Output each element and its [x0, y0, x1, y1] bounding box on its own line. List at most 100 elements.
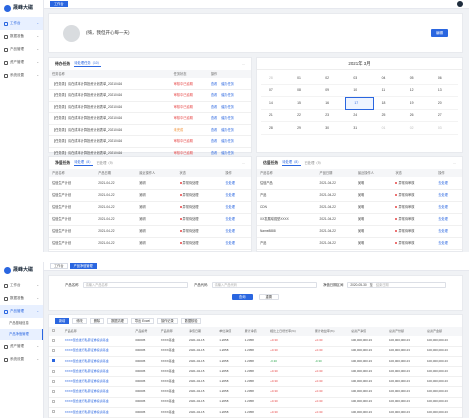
calendar-day[interactable]: 18 [373, 97, 402, 110]
view-link[interactable]: 查看 [210, 150, 218, 155]
remind-link[interactable]: 催办任务 [221, 127, 234, 132]
row-checkbox[interactable] [52, 400, 55, 404]
remind-link[interactable]: 催办任务 [221, 150, 234, 155]
sidebar-item[interactable]: 工作台 ⌄ [0, 279, 43, 292]
calendar-day[interactable]: 19 [401, 97, 430, 110]
process-link[interactable]: 去处理 [435, 189, 462, 202]
calendar-day[interactable]: 01 [373, 122, 402, 135]
calendar-day[interactable]: 25 [373, 110, 402, 122]
sidebar-item[interactable]: 数据准备 ⌄ [0, 292, 43, 305]
toolbar-button[interactable]: 数据清理 [107, 318, 128, 324]
sidebar-item[interactable]: 系统设置 ⌄ [0, 353, 43, 366]
search-button[interactable]: 查询 [231, 294, 253, 300]
row-checkbox[interactable] [52, 390, 55, 393]
date-range-input[interactable]: 2020-05-30 至 结束日期 [347, 282, 446, 288]
view-link[interactable]: 查看 [210, 127, 218, 132]
product-name-link[interactable]: XXXX混合发行私募证券投资基金 [61, 366, 133, 378]
calendar-day[interactable]: 30 [317, 122, 346, 135]
calendar-day[interactable]: 28 [261, 72, 290, 85]
remind-link[interactable]: 催办任务 [221, 104, 234, 109]
calendar-day[interactable]: 05 [401, 72, 430, 85]
toolbar-button[interactable]: 新增 [55, 318, 70, 324]
view-link[interactable]: 查看 [210, 116, 218, 121]
calendar-day[interactable]: 10 [345, 85, 374, 97]
row-checkbox[interactable] [52, 349, 55, 353]
nav-task-tab-done[interactable]: 已处理（9） [96, 160, 115, 165]
sidebar-item[interactable]: 工作台 ⌄ [0, 17, 43, 30]
process-link[interactable]: 去处理 [435, 177, 462, 190]
todo-tab[interactable]: 待处理任务（10） [74, 61, 101, 67]
edit-button[interactable]: 编辑 [431, 29, 448, 37]
sidebar-item[interactable]: 产品管理 ⌄ [0, 305, 43, 318]
calendar-day[interactable]: 15 [289, 97, 318, 110]
view-link[interactable]: 查看 [210, 139, 218, 144]
calendar-day[interactable]: 13 [429, 85, 458, 97]
process-link[interactable]: 去处理 [435, 213, 462, 226]
calendar-day[interactable]: 23 [317, 110, 346, 122]
calendar-day[interactable]: 27 [429, 110, 458, 122]
calendar-day[interactable]: 09 [317, 85, 346, 97]
calendar-day[interactable]: 12 [401, 85, 430, 97]
sidebar-item[interactable]: 资产管理 ⌄ [0, 340, 43, 353]
sidebar-item[interactable]: 产品管理 ⌄ [0, 43, 43, 56]
process-link[interactable]: 去处理 [435, 225, 462, 238]
product-name-link[interactable]: XXXX混合发行私募证券投资基金 [61, 407, 133, 418]
remind-link[interactable]: 催办任务 [221, 116, 234, 121]
toolbar-button[interactable]: 数据核验 [180, 318, 202, 324]
process-link[interactable]: 去处理 [222, 237, 251, 250]
sidebar-item[interactable]: 系统设置 ⌄ [0, 69, 43, 82]
calendar-day[interactable]: 29 [289, 122, 318, 135]
product-name-link[interactable]: XXXX混合发行私募证券投资基金 [61, 386, 133, 398]
process-link[interactable]: 去处理 [222, 177, 251, 190]
reset-button[interactable]: 重置 [258, 294, 280, 300]
calendar-day[interactable]: 16 [317, 97, 346, 110]
view-link[interactable]: 查看 [210, 81, 218, 86]
sidebar-item[interactable]: 资产管理 ⌄ [0, 56, 43, 69]
calendar-day[interactable]: 03 [345, 72, 374, 85]
product-name-input[interactable]: 请输入产品名称 [82, 282, 188, 288]
process-link[interactable]: 去处理 [222, 189, 251, 202]
valuation-task-tab-done[interactable]: 已处理（9） [304, 160, 323, 165]
row-checkbox[interactable] [52, 338, 55, 342]
more-icon[interactable]: ... [453, 160, 456, 165]
process-link[interactable]: 去处理 [222, 201, 251, 214]
product-name-link[interactable]: XXXX混合发行私募证券投资基金 [61, 336, 133, 347]
product-name-link[interactable]: XXXX混合发行私募证券投资基金 [61, 376, 133, 388]
process-link[interactable]: 去处理 [222, 225, 251, 238]
sidebar-item[interactable]: 数据准备 ⌄ [0, 30, 43, 43]
page-tab[interactable]: 产品净值管理 [69, 263, 97, 269]
calendar-day[interactable]: 02 [317, 72, 346, 85]
toolbar-button[interactable]: 删除 [89, 318, 105, 324]
calendar-day[interactable]: 02 [401, 122, 430, 135]
calendar-day[interactable]: 24 [345, 110, 374, 122]
calendar-day[interactable]: 07 [261, 85, 290, 97]
nav-task-tab-pending[interactable]: 待处理（8） [74, 160, 93, 166]
row-checkbox[interactable] [52, 410, 55, 414]
row-checkbox[interactable] [52, 379, 55, 383]
view-link[interactable]: 查看 [210, 93, 218, 98]
calendar-day[interactable]: 31 [345, 122, 374, 135]
view-link[interactable]: 查看 [210, 104, 218, 109]
process-link[interactable]: 去处理 [435, 201, 462, 214]
calendar-day[interactable]: 11 [373, 85, 402, 97]
row-checkbox[interactable] [52, 369, 55, 373]
calendar-day[interactable]: 06 [429, 72, 458, 85]
calendar-day[interactable]: 01 [289, 72, 318, 85]
calendar-day[interactable]: 26 [401, 110, 430, 122]
process-link[interactable]: 去处理 [222, 213, 251, 226]
row-checkbox[interactable] [52, 359, 55, 363]
calendar-day[interactable]: 21 [261, 110, 290, 122]
remind-link[interactable]: 催办任务 [221, 81, 234, 86]
product-name-link[interactable]: XXXX混合发行私募证券投资基金 [61, 346, 133, 357]
process-link[interactable]: 去处理 [435, 237, 462, 250]
calendar-day[interactable]: 03 [429, 122, 458, 135]
toolbar-button[interactable]: 修改 [72, 318, 87, 324]
valuation-task-tab-pending[interactable]: 待处理（8） [282, 160, 301, 166]
calendar-day[interactable]: 08 [289, 85, 318, 97]
calendar-day[interactable]: 22 [289, 110, 318, 122]
product-code-input[interactable]: 请输入产品代码 [211, 282, 317, 288]
toolbar-button[interactable]: 导出 Excel [130, 318, 154, 324]
calendar-day[interactable]: 17 [345, 97, 374, 110]
sidebar-subitem[interactable]: 产品净值管理 [0, 329, 43, 340]
product-name-link[interactable]: XXXX混合发行私募证券投资基金 [61, 356, 133, 368]
